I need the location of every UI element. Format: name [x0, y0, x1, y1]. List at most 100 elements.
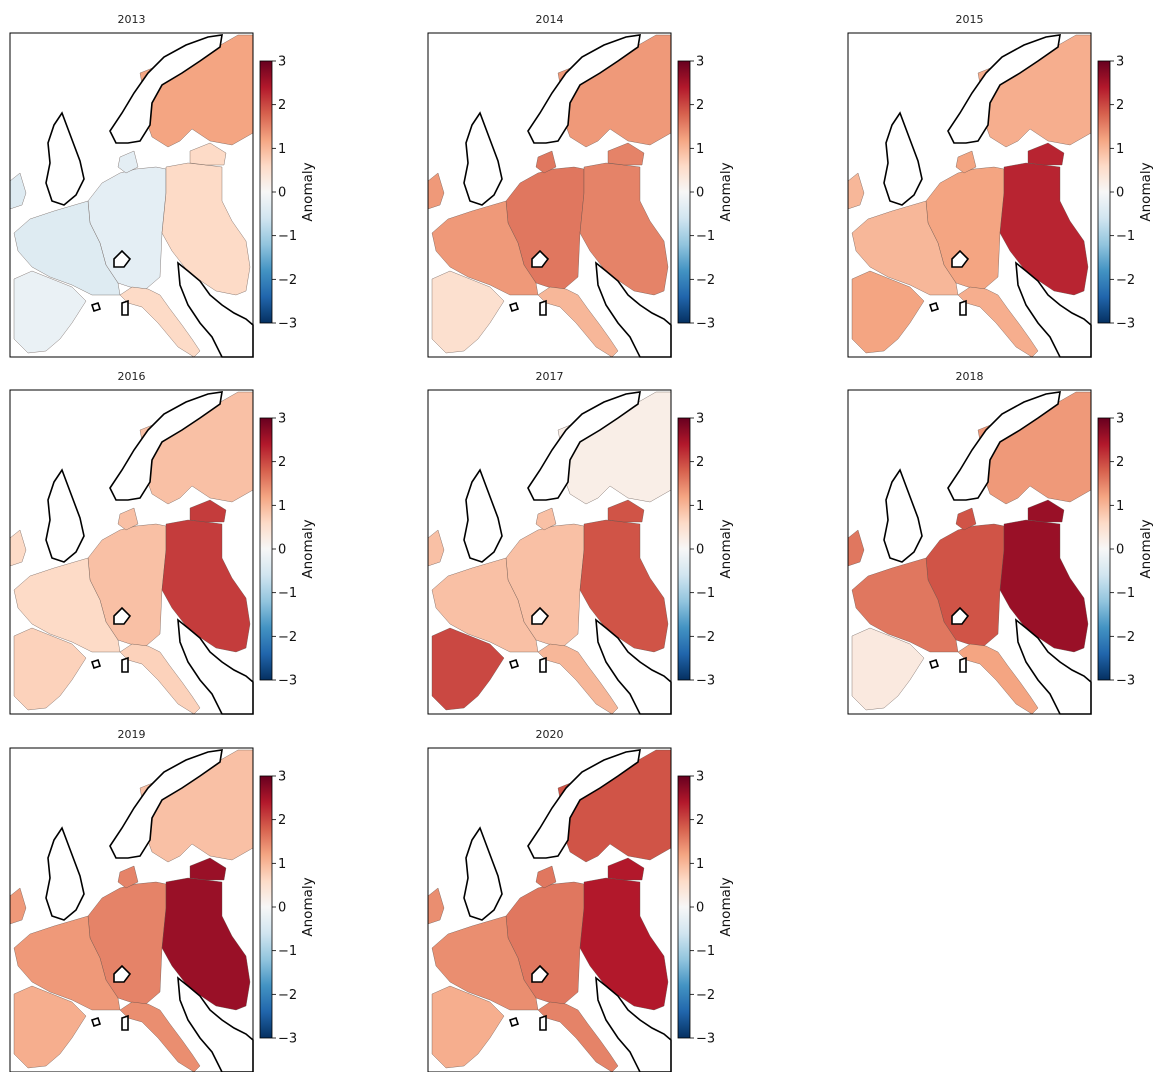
nodata-uk [45, 468, 85, 563]
nodata-corsica [539, 1014, 547, 1031]
colorbar-label: Anomaly [718, 877, 734, 936]
nodata-alps [113, 964, 132, 983]
colorbar-tick-label: −2 [696, 273, 715, 288]
colorbar-tick-label: −1 [696, 229, 715, 244]
nodata-islands [928, 658, 940, 670]
colorbar-gradient [259, 60, 273, 324]
colorbar-tick-label: 3 [696, 412, 704, 427]
colorbar-tick-label: 1 [278, 142, 286, 157]
nodata-alps [531, 249, 550, 268]
colorbar-tick-label: 3 [1116, 412, 1124, 427]
region-east [999, 162, 1089, 296]
colorbar-label: Anomaly [1138, 519, 1154, 578]
colorbar-tick-label: −1 [278, 944, 297, 959]
region-baltic [189, 499, 227, 523]
colorbar-label: Anomaly [718, 162, 734, 221]
nodata-uk [883, 111, 923, 206]
map-panel-2015: 2015 3 2 1 0 −1 −2 −3 Anomaly [847, 13, 1154, 358]
nodata-scandinavia [527, 749, 641, 859]
region-west [13, 200, 121, 296]
colorbar-tick-label: −2 [278, 988, 297, 1003]
colorbar-tick-label: −3 [1116, 317, 1135, 332]
region-iberia [431, 985, 505, 1069]
colorbar-tick-label: 2 [696, 98, 704, 113]
colorbar-gradient [1097, 60, 1111, 324]
colorbar: 3 2 1 0 −1 −2 −3 Anomaly [677, 412, 734, 689]
colorbar: 3 2 1 0 −1 −2 −3 Anomaly [259, 55, 316, 332]
colorbar-tick-label: 2 [696, 455, 704, 470]
region-east [161, 519, 251, 653]
colorbar-tick-label: −2 [1116, 630, 1135, 645]
colorbar-tick-label: 0 [1116, 543, 1124, 558]
nodata-scandinavia [109, 749, 223, 859]
nodata-islands [90, 658, 102, 670]
colorbar-tick-label: −2 [278, 273, 297, 288]
region-iberia [431, 270, 505, 354]
colorbar-tick-label: 3 [278, 412, 286, 427]
nodata-uk [883, 468, 923, 563]
colorbar-tick-label: 0 [696, 901, 704, 916]
nodata-alps [531, 964, 550, 983]
colorbar-tick-label: 1 [696, 499, 704, 514]
region-baltic [607, 142, 645, 166]
region-south [537, 643, 619, 715]
nodata-islands [90, 1016, 102, 1028]
panel-title: 2014 [536, 13, 564, 26]
nodata-scandinavia [947, 391, 1061, 501]
map-frame [427, 32, 672, 358]
nodata-corsica [121, 299, 129, 316]
region-baltic [607, 499, 645, 523]
region-denmark [535, 150, 557, 174]
region-west [13, 557, 121, 653]
region-south [957, 286, 1039, 358]
map-panel-2013: 2013 3 2 1 0 −1 −2 −3 Anomaly [9, 13, 316, 358]
colorbar-tick-label: −1 [696, 944, 715, 959]
colorbar: 3 2 1 0 −1 −2 −3 Anomaly [677, 770, 734, 1047]
region-denmark [117, 507, 139, 531]
region-baltic [607, 857, 645, 881]
colorbar-tick-label: 2 [1116, 98, 1124, 113]
colorbar-tick-label: 2 [1116, 455, 1124, 470]
colorbar-tick-label: 0 [696, 543, 704, 558]
colorbar-label: Anomaly [718, 519, 734, 578]
nodata-corsica [959, 299, 967, 316]
region-west [431, 200, 539, 296]
region-south [119, 643, 201, 715]
nodata-scandinavia [109, 34, 223, 144]
map-frame [9, 389, 254, 715]
colorbar: 3 2 1 0 −1 −2 −3 Anomaly [259, 412, 316, 689]
colorbar-label: Anomaly [300, 877, 316, 936]
map-frame [427, 389, 672, 715]
region-iberia [13, 985, 87, 1069]
nodata-islands [508, 658, 520, 670]
panel-title: 2019 [118, 728, 146, 741]
colorbar-tick-label: 3 [278, 770, 286, 785]
map-frame [9, 32, 254, 358]
region-denmark [955, 150, 977, 174]
region-south [957, 643, 1039, 715]
colorbar-gradient [1097, 417, 1111, 681]
region-west [431, 915, 539, 1011]
panel-title: 2020 [536, 728, 564, 741]
map-panel-2018: 2018 3 2 1 0 −1 −2 −3 Anomaly [847, 370, 1154, 715]
colorbar-tick-label: −2 [278, 630, 297, 645]
nodata-alps [113, 249, 132, 268]
colorbar-tick-label: −3 [278, 1032, 297, 1047]
region-iberia [13, 627, 87, 711]
region-east [579, 519, 669, 653]
colorbar-gradient [677, 775, 691, 1039]
colorbar-tick-label: −3 [696, 1032, 715, 1047]
panel-title: 2016 [118, 370, 146, 383]
colorbar-tick-label: −1 [278, 229, 297, 244]
region-denmark [535, 865, 557, 889]
nodata-islands [508, 301, 520, 313]
region-west [13, 915, 121, 1011]
colorbar: 3 2 1 0 −1 −2 −3 Anomaly [1097, 412, 1154, 689]
region-iberia [851, 270, 925, 354]
colorbar-tick-label: 1 [1116, 499, 1124, 514]
region-baltic [1027, 142, 1065, 166]
nodata-islands [90, 301, 102, 313]
colorbar-tick-label: 0 [1116, 186, 1124, 201]
map-frame [847, 389, 1092, 715]
region-baltic [1027, 499, 1065, 523]
